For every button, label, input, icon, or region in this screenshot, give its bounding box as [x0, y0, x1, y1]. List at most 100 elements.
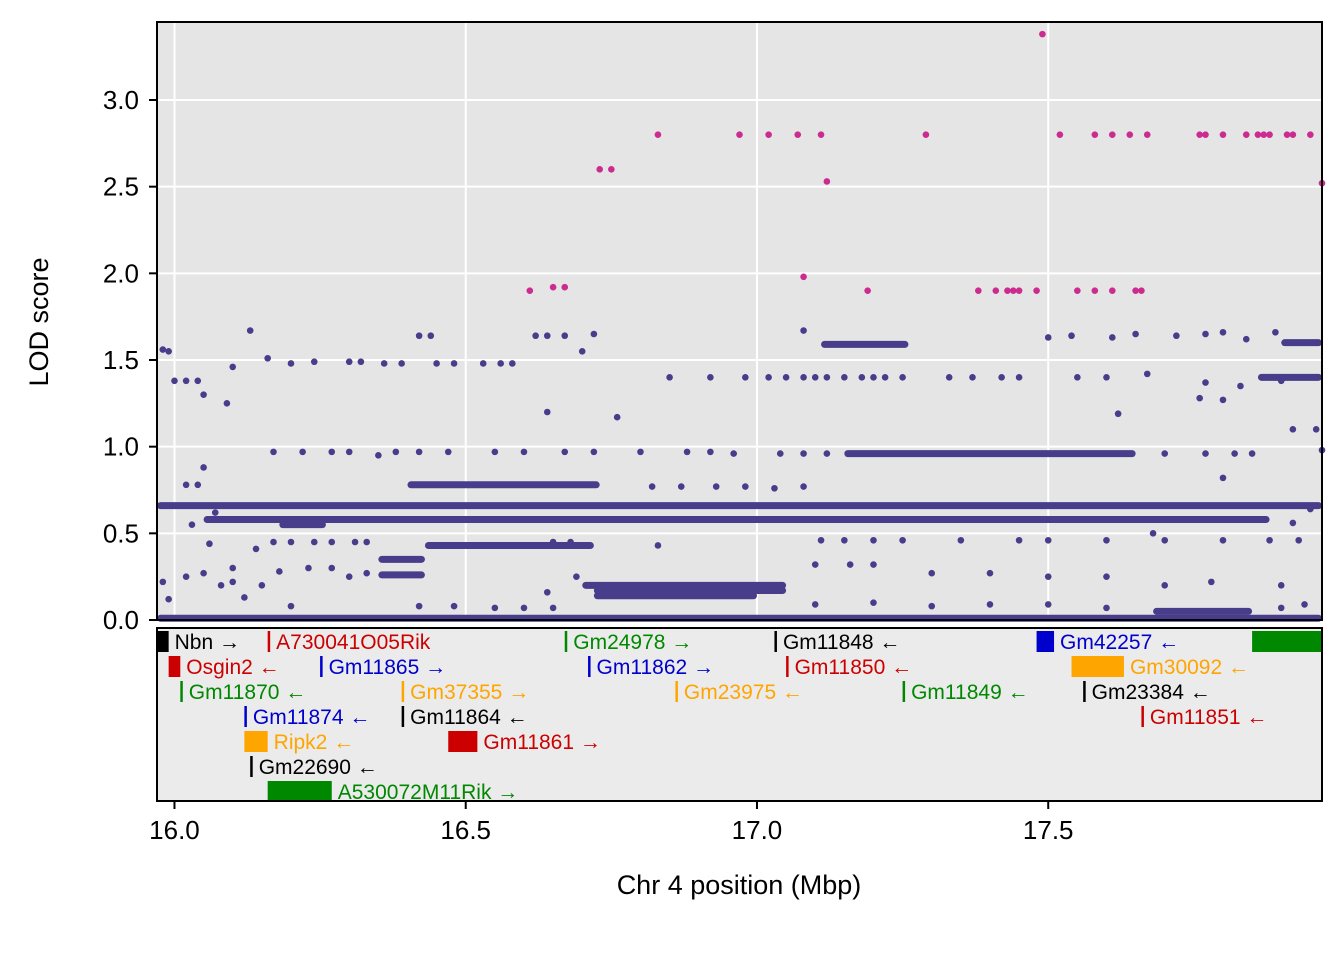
- lod-point: [415, 602, 423, 610]
- lod-point: [1289, 426, 1297, 433]
- gene-label: Gm42257 ←: [1060, 631, 1179, 654]
- gene-feature: [401, 681, 405, 702]
- lod-point: [986, 569, 994, 577]
- y-tick-label: 2.5: [103, 172, 139, 202]
- lod-point: [433, 360, 440, 367]
- lod-point: [654, 542, 662, 549]
- y-tick-label: 3.0: [103, 85, 139, 115]
- lod-point: [1044, 601, 1052, 608]
- gene-feature: [1083, 681, 1086, 702]
- lod-point: [543, 588, 551, 596]
- lod-point: [800, 374, 807, 381]
- lod-point: [567, 538, 574, 546]
- lod-point: [165, 595, 172, 603]
- lod-point: [561, 332, 569, 340]
- lod-point: [217, 582, 225, 589]
- lod-point: [211, 509, 219, 516]
- lod-point: [1237, 382, 1244, 390]
- lod-point: [264, 354, 271, 362]
- lod-point: [677, 483, 685, 490]
- lod-point: [1266, 536, 1273, 544]
- lod-point: [1312, 426, 1320, 433]
- lod-point-significant: [864, 287, 871, 294]
- lod-point: [206, 540, 213, 548]
- lod-point: [415, 448, 423, 456]
- lod-point: [1208, 578, 1215, 586]
- lod-point-significant: [1242, 131, 1250, 138]
- lod-point: [549, 604, 557, 612]
- lod-point: [870, 536, 877, 544]
- lod-panel-border: [156, 21, 1323, 621]
- lod-point: [590, 448, 598, 456]
- lod-point: [811, 601, 819, 608]
- lod-point: [1161, 582, 1169, 589]
- gene-label: Gm11861 →: [483, 731, 601, 754]
- lod-point: [171, 377, 178, 385]
- lod-point: [497, 360, 504, 367]
- lod-point: [345, 573, 353, 580]
- lod-point: [712, 483, 720, 490]
- lod-point: [1103, 374, 1110, 381]
- lod-band: [1257, 373, 1322, 381]
- gene-track: Nbn → A730041O05Rik Gm24978 → Gm11848 ← Gm42…: [157, 631, 1322, 804]
- lod-point: [1149, 530, 1157, 537]
- lod-point: [543, 332, 551, 340]
- lod-point: [573, 573, 580, 580]
- lod-point: [1044, 536, 1052, 544]
- lod-point: [1307, 505, 1314, 513]
- lod-point: [1301, 601, 1308, 608]
- lod-point: [578, 348, 586, 355]
- lod-point: [258, 582, 266, 589]
- lod-point-significant: [1039, 30, 1046, 38]
- lod-point: [986, 601, 994, 608]
- lod-point: [1044, 573, 1052, 580]
- lod-point: [252, 545, 260, 553]
- gene-label: Gm24978 →: [573, 631, 692, 654]
- lod-point: [427, 332, 435, 340]
- lod-point: [782, 374, 790, 381]
- lod-point: [363, 538, 371, 546]
- lod-point: [823, 374, 831, 381]
- lod-point: [299, 448, 306, 456]
- lod-point-significant: [1219, 131, 1227, 138]
- lod-point: [392, 448, 400, 456]
- gene-feature: [250, 756, 253, 777]
- gene-label: Gm30092 ←: [1130, 656, 1249, 679]
- lod-point: [351, 538, 359, 546]
- lod-point: [1277, 604, 1285, 612]
- lod-point: [1103, 604, 1110, 612]
- gene-feature: [267, 631, 271, 652]
- lod-point-significant: [1283, 131, 1291, 138]
- x-tick-label: 17.0: [732, 815, 783, 845]
- gene-feature: [774, 631, 777, 652]
- lod-point: [270, 448, 277, 456]
- lod-point-significant: [1004, 287, 1011, 294]
- lod-point-significant: [526, 287, 534, 294]
- lod-point: [1196, 394, 1203, 402]
- lod-point-significant: [794, 131, 802, 138]
- lod-point: [159, 346, 167, 353]
- lod-point: [1109, 334, 1116, 341]
- gene-feature: [588, 656, 591, 677]
- gene-feature: [180, 681, 183, 702]
- lod-point: [811, 561, 819, 568]
- lod-point: [479, 360, 487, 367]
- lod-point: [159, 578, 167, 586]
- lod-point: [415, 332, 423, 340]
- lod-point: [1143, 370, 1151, 378]
- lod-point: [1161, 536, 1169, 544]
- lod-point: [509, 360, 516, 367]
- lod-point: [899, 374, 906, 381]
- lod-band: [279, 521, 326, 529]
- gene-label: Gm11874 ←: [253, 706, 371, 729]
- gene-feature: [902, 681, 906, 702]
- lod-point: [1295, 536, 1302, 544]
- lod-point: [1202, 330, 1209, 338]
- lod-point: [305, 564, 312, 572]
- lod-point-significant: [1307, 131, 1314, 138]
- lod-point: [1248, 450, 1256, 457]
- lod-point-significant: [800, 273, 807, 281]
- lod-point: [707, 374, 714, 381]
- gene-feature: [401, 706, 405, 727]
- lod-point: [188, 521, 196, 528]
